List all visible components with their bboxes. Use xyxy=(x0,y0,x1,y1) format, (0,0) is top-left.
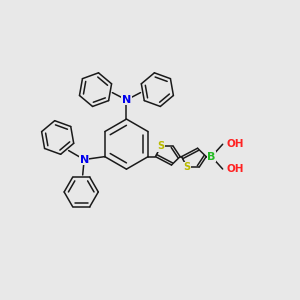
Text: S: S xyxy=(157,141,164,151)
Text: OH: OH xyxy=(226,139,244,149)
Text: OH: OH xyxy=(226,164,244,174)
Text: S: S xyxy=(183,162,190,172)
Text: B: B xyxy=(207,152,216,162)
Text: N: N xyxy=(80,154,89,165)
Text: N: N xyxy=(122,95,131,105)
